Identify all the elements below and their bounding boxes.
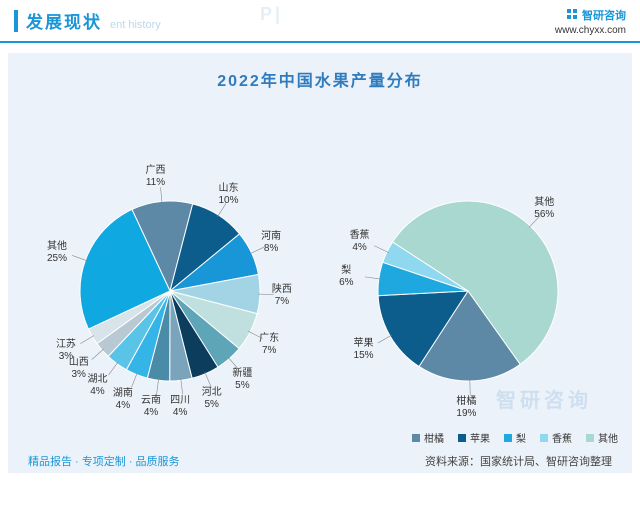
brand-url: www.chyxx.com (555, 24, 626, 37)
slice-label: 其他56% (534, 197, 554, 221)
legend-label: 梨 (516, 430, 526, 445)
footer-left: 精品报告 · 专项定制 · 品质服务 (28, 453, 180, 469)
brand-name: 智研咨询 (555, 8, 626, 24)
slice-label: 香蕉4% (350, 230, 370, 254)
chart-area: 2022年中国水果产量分布 广西11% 山东10% 河南8% 陕西7% 广东7% 新疆5%… (8, 53, 632, 473)
header: 发展现状 ent history 智研咨询 www.chyxx.com (0, 0, 640, 37)
chart-title: 2022年中国水果产量分布 (8, 53, 632, 91)
header-marker (14, 10, 18, 32)
header-rule (0, 41, 640, 43)
slice-label: 陕西7% (272, 284, 292, 308)
header-title: 发展现状 (26, 8, 102, 33)
legend: 柑橘 苹果 梨 香蕉 其他 (412, 430, 618, 445)
legend-swatch (540, 434, 548, 442)
legend-item: 梨 (504, 430, 526, 445)
page-root: 发展现状 ent history 智研咨询 www.chyxx.com P| 2… (0, 0, 640, 508)
slice-label: 其他25% (47, 241, 67, 265)
brand-name-text: 智研咨询 (582, 9, 626, 23)
legend-label: 柑橘 (424, 430, 444, 445)
header-title-wrap: 发展现状 ent history (14, 8, 161, 33)
header-subtitle: ent history (110, 19, 161, 33)
slice-label: 广西11% (145, 165, 165, 189)
slice-label: 河北5% (202, 387, 222, 411)
slice-label: 河南8% (261, 231, 281, 255)
slice-label: 山东10% (218, 183, 238, 207)
legend-item: 其他 (586, 430, 618, 445)
legend-item: 香蕉 (540, 430, 572, 445)
slice-label: 湖北4% (87, 374, 107, 398)
legend-label: 其他 (598, 430, 618, 445)
legend-swatch (586, 434, 594, 442)
slice-label: 江苏3% (56, 339, 76, 363)
slice-label: 柑橘19% (456, 396, 476, 420)
pies-container: 广西11% 山东10% 河南8% 陕西7% 广东7% 新疆5% 河北5% 四川4% 云南4% 湖南… (8, 91, 632, 431)
legend-swatch (458, 434, 466, 442)
legend-label: 苹果 (470, 430, 490, 445)
chart-source: 资料来源：国家统计局、智研咨询整理 (425, 453, 612, 469)
slice-label: 云南4% (141, 395, 161, 419)
slice-label: 苹果15% (354, 338, 374, 362)
slice-label: 湖南4% (113, 388, 133, 412)
legend-swatch (504, 434, 512, 442)
slice-label: 广东7% (259, 333, 279, 357)
slice-label: 新疆5% (232, 368, 252, 392)
brand-icon (566, 8, 578, 24)
slice-label: 四川4% (170, 395, 190, 419)
legend-item: 柑橘 (412, 430, 444, 445)
legend-item: 苹果 (458, 430, 490, 445)
slice-label: 梨6% (339, 265, 353, 289)
chart-footer: 精品报告 · 专项定制 · 品质服务 资料来源：国家统计局、智研咨询整理 (28, 453, 612, 469)
legend-label: 香蕉 (552, 430, 572, 445)
legend-swatch (412, 434, 420, 442)
brand-block: 智研咨询 www.chyxx.com (555, 8, 626, 37)
